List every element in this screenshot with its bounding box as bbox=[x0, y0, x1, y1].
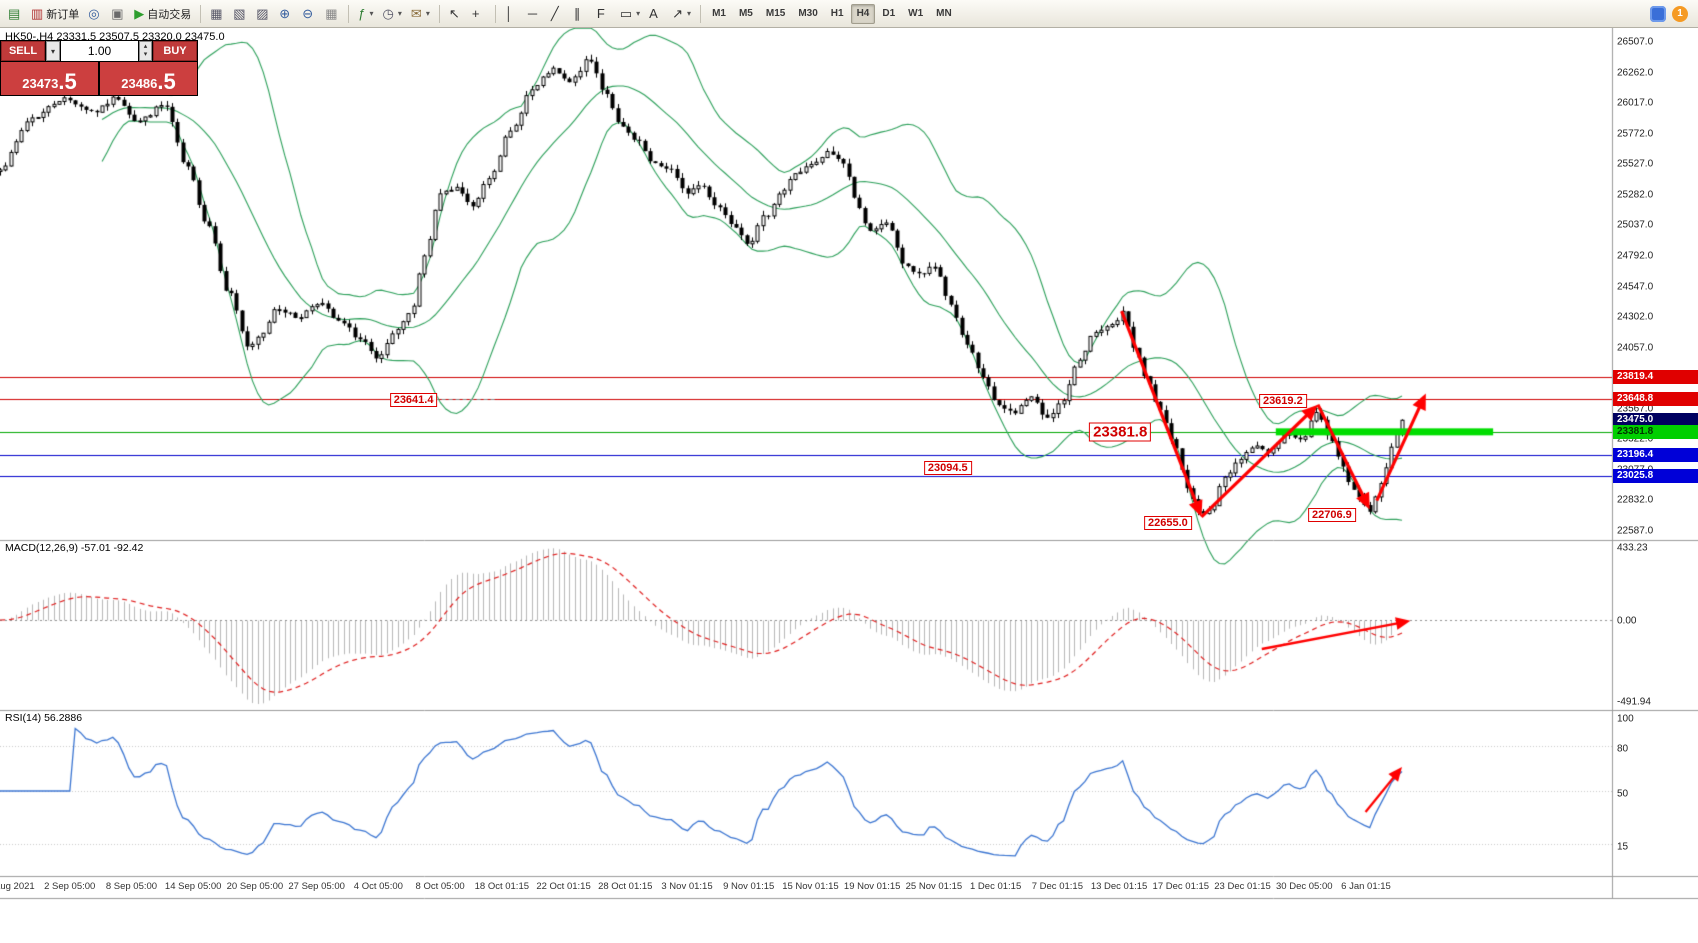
profiles-icon: ▣ bbox=[111, 6, 124, 21]
dropdown-arrow-icon: ▾ bbox=[425, 9, 430, 18]
timeframe-d1-button[interactable]: D1 bbox=[876, 4, 901, 24]
timeframe-h4-button[interactable]: H4 bbox=[850, 3, 876, 24]
toolbar-right: 1 bbox=[1644, 5, 1694, 22]
cursor-button[interactable]: ↖ bbox=[445, 3, 467, 25]
timeframe-mn-button[interactable]: MN bbox=[930, 4, 958, 24]
text-icon: A bbox=[649, 6, 658, 21]
auto-trading-button-label: 自动交易 bbox=[147, 8, 192, 21]
cursor-icon: ↖ bbox=[448, 6, 460, 21]
sell-price[interactable]: 23473 .5 bbox=[1, 62, 98, 95]
dropdown-arrow-icon: ▾ bbox=[397, 9, 402, 18]
timeframe-m5-button[interactable]: M5 bbox=[733, 4, 759, 24]
timeframe-m30-button[interactable]: M30 bbox=[792, 4, 823, 24]
crosshair-icon: + bbox=[471, 6, 480, 21]
dropdown-arrow-icon: ▾ bbox=[369, 9, 374, 18]
zoom-out-button[interactable]: ⊖ bbox=[298, 3, 320, 25]
vertical-line-button[interactable]: │ bbox=[501, 3, 523, 25]
timeframe-h1-button[interactable]: H1 bbox=[825, 4, 850, 24]
grid-button[interactable]: ▦ bbox=[321, 3, 343, 25]
chart-area: 26507.0 26262.0 26017.0 25772.0 25527.0 25282… bbox=[0, 28, 1698, 943]
dropdown-arrow-icon: ▾ bbox=[687, 9, 692, 18]
toolbar-separator bbox=[348, 4, 350, 23]
macd-indicator-label: MACD(12,26,9) -57.01 -92.42 bbox=[5, 542, 144, 554]
cascade-windows-icon: ▨ bbox=[256, 6, 269, 21]
new-order-icon: ▥ bbox=[31, 6, 44, 21]
buy-button[interactable]: BUY bbox=[153, 41, 197, 61]
templates-button[interactable]: ✉ ▾ bbox=[407, 3, 434, 25]
tile-vertical-icon: ▧ bbox=[233, 6, 246, 21]
sell-price-main: 23473 bbox=[22, 76, 59, 92]
arrows-button[interactable]: ↗ ▾ bbox=[668, 3, 695, 25]
tile-horizontal-icon: ▦ bbox=[210, 6, 223, 21]
zoom-in-icon: ⊕ bbox=[279, 6, 291, 21]
periods-button[interactable]: ◷ ▾ bbox=[379, 3, 406, 25]
step-down-icon[interactable]: ▾ bbox=[143, 51, 148, 58]
buy-price-main: 23486 bbox=[121, 76, 158, 92]
text-button[interactable]: A bbox=[645, 3, 667, 25]
sell-button[interactable]: SELL bbox=[1, 41, 45, 61]
fibonacci-icon: F bbox=[596, 6, 605, 21]
channel-button[interactable]: ∥ bbox=[570, 3, 592, 25]
price-annotation[interactable]: 23641.4 bbox=[389, 392, 438, 407]
crosshair-button[interactable]: + bbox=[468, 3, 490, 25]
channel-icon: ∥ bbox=[573, 6, 581, 21]
shapes-icon: ▭ bbox=[619, 6, 633, 21]
compass-button[interactable]: ◎ bbox=[84, 3, 106, 25]
timeframe-w1-button[interactable]: W1 bbox=[902, 4, 929, 24]
toolbar-separator bbox=[700, 4, 702, 23]
timeframe-m1-button[interactable]: M1 bbox=[706, 4, 732, 24]
rsi-indicator-label: RSI(14) 56.2886 bbox=[5, 712, 83, 724]
timeframe-m15-button[interactable]: M15 bbox=[760, 4, 791, 24]
toolbar-buttons: ▤ ▥ 新订单 ◎ ▣ ▶ 自动交易 ▦ ▧ ▨ ⊕ ⊖ ▦ ƒ ▾ ◷ ▾ ✉ ▾ ↖ + │ ─ ╱ ∥ F ▭ ▾ A ↗ ▾ M1 M5… bbox=[4, 3, 1644, 25]
sell-price-frac: .5 bbox=[58, 69, 77, 94]
horizontal-line-button[interactable]: ─ bbox=[524, 3, 546, 25]
volume-dropdown-icon[interactable]: ▾ bbox=[46, 41, 60, 61]
notifications-badge[interactable]: 1 bbox=[1672, 5, 1688, 22]
templates-icon: ✉ bbox=[410, 6, 422, 21]
profiles-button[interactable]: ▣ bbox=[107, 3, 129, 25]
trendline-icon: ╱ bbox=[550, 6, 559, 21]
indicators-icon: ƒ bbox=[358, 6, 366, 21]
toolbar-separator bbox=[438, 4, 440, 23]
periods-icon: ◷ bbox=[382, 6, 394, 21]
buy-price-frac: .5 bbox=[157, 69, 176, 94]
compass-icon: ◎ bbox=[88, 6, 100, 21]
price-annotation[interactable]: 23381.8 bbox=[1089, 422, 1152, 442]
price-annotation[interactable]: 22706.9 bbox=[1308, 508, 1356, 523]
tile-horizontal-button[interactable]: ▦ bbox=[206, 3, 228, 25]
indicators-button[interactable]: ƒ ▾ bbox=[354, 3, 377, 25]
cascade-windows-button[interactable]: ▨ bbox=[252, 3, 274, 25]
shapes-button[interactable]: ▭ ▾ bbox=[616, 3, 644, 25]
auto-trading-button[interactable]: ▶ 自动交易 bbox=[130, 3, 195, 25]
dropdown-arrow-icon: ▾ bbox=[636, 9, 641, 18]
price-annotation[interactable]: 23619.2 bbox=[1258, 393, 1307, 408]
one-click-trading-panel: SELL ▾ ▴ ▾ BUY 23473 .5 23486 .5 bbox=[0, 40, 198, 96]
vertical-line-icon: │ bbox=[504, 6, 513, 21]
horizontal-line-icon: ─ bbox=[527, 6, 538, 21]
toolbar-separator bbox=[494, 4, 496, 23]
community-icon[interactable] bbox=[1650, 5, 1666, 22]
price-chart-canvas[interactable] bbox=[0, 28, 1698, 943]
auto-trading-icon: ▶ bbox=[134, 6, 145, 21]
price-annotation[interactable]: 22655.0 bbox=[1143, 515, 1192, 530]
main-toolbar: ▤ ▥ 新订单 ◎ ▣ ▶ 自动交易 ▦ ▧ ▨ ⊕ ⊖ ▦ ƒ ▾ ◷ ▾ ✉ ▾ ↖ + │ ─ ╱ ∥ F ▭ ▾ A ↗ ▾ M1 M5… bbox=[0, 0, 1698, 28]
toolbar-separator bbox=[200, 4, 202, 23]
arrows-icon: ↗ bbox=[672, 6, 684, 21]
trendline-button[interactable]: ╱ bbox=[547, 3, 569, 25]
new-order-button[interactable]: ▥ 新订单 bbox=[27, 3, 83, 25]
new-order-button-label: 新订单 bbox=[46, 8, 80, 21]
price-annotation[interactable]: 23094.5 bbox=[923, 460, 972, 475]
buy-price[interactable]: 23486 .5 bbox=[100, 62, 197, 95]
fibonacci-button[interactable]: F bbox=[593, 3, 615, 25]
zoom-in-button[interactable]: ⊕ bbox=[275, 3, 297, 25]
new-chart-button[interactable]: ▤ bbox=[4, 3, 26, 25]
new-chart-icon: ▤ bbox=[8, 6, 21, 21]
volume-input[interactable] bbox=[61, 41, 138, 61]
tile-vertical-button[interactable]: ▧ bbox=[229, 3, 251, 25]
grid-icon: ▦ bbox=[325, 6, 338, 21]
zoom-out-icon: ⊖ bbox=[302, 6, 314, 21]
step-up-icon[interactable]: ▴ bbox=[143, 43, 148, 51]
volume-stepper[interactable]: ▴ ▾ bbox=[139, 41, 152, 61]
